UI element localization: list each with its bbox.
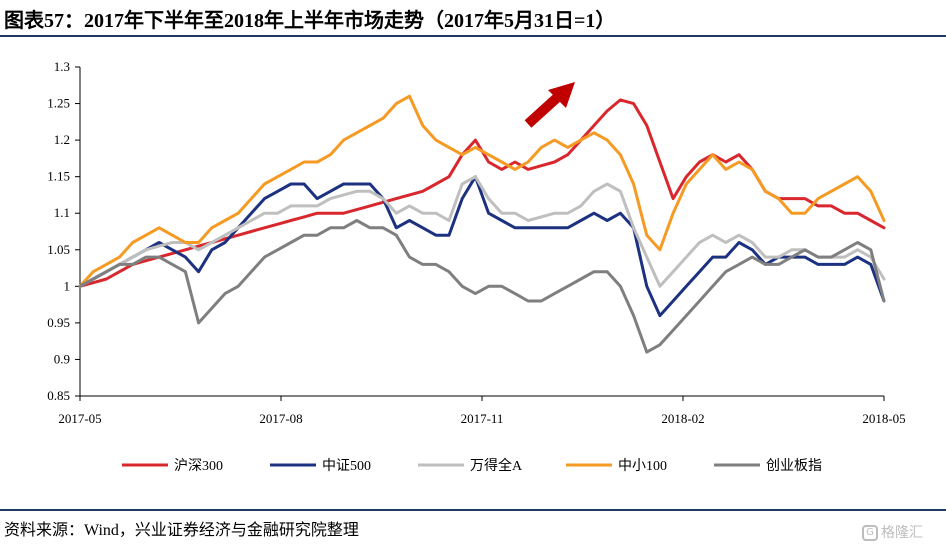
legend-label: 创业板指 xyxy=(766,458,822,474)
chart-axes: 0.85 0.9 0.95 1 1.05 1.1 1.15 1.2 1.25 1.3 2017-05… xyxy=(47,59,905,426)
y-tick-label: 1.3 xyxy=(54,59,70,74)
y-tick-label: 1.15 xyxy=(47,169,70,184)
watermark-text: 格隆汇 xyxy=(881,525,923,541)
x-tick-label: 2018-02 xyxy=(661,411,704,426)
watermark: G 格隆汇 xyxy=(862,522,923,542)
series-line-5 xyxy=(78,219,886,354)
x-tick-label: 2018-05 xyxy=(862,411,905,426)
trend-arrow xyxy=(524,82,575,128)
arrow-shaft xyxy=(524,91,564,128)
x-tick-label: 2017-11 xyxy=(461,411,504,426)
source-note: 资料来源：Wind，兴业证券经济与金融研究院整理 xyxy=(4,522,359,539)
x-tick-label: 2017-08 xyxy=(259,411,302,426)
legend-label: 中小100 xyxy=(618,458,667,474)
y-tick-label: 1.1 xyxy=(54,205,70,220)
title-divider xyxy=(0,35,946,37)
chart-title: 图表57：2017年下半年至2018年上半年市场走势（2017年5月31日=1） xyxy=(4,10,616,32)
legend-label: 万得全A xyxy=(470,457,523,474)
y-tick-label: 1.25 xyxy=(47,96,70,111)
legend-label: 沪深300 xyxy=(174,458,223,474)
chart-legend: 沪深300 中证500 万得全A 中小100 创业板指 xyxy=(122,457,822,474)
x-tick-label: 2017-05 xyxy=(58,411,101,426)
chart-series xyxy=(78,94,886,354)
y-tick-label: 0.85 xyxy=(47,388,70,403)
series-line-4 xyxy=(78,94,886,288)
series-line-2 xyxy=(78,175,886,318)
source-divider xyxy=(0,509,946,511)
y-tick-label: 1.05 xyxy=(47,242,70,257)
watermark-logo-icon: G xyxy=(862,525,878,541)
y-tick-label: 0.9 xyxy=(54,351,70,366)
line-chart: 0.85 0.9 0.95 1 1.05 1.1 1.15 1.2 1.25 1.3 2017-05… xyxy=(47,59,905,474)
y-tick-label: 1 xyxy=(64,278,71,293)
arrow-head xyxy=(548,82,575,108)
y-tick-label: 0.95 xyxy=(47,315,70,330)
y-tick-label: 1.2 xyxy=(54,132,70,147)
legend-label: 中证500 xyxy=(322,458,371,474)
series-line-3 xyxy=(78,175,886,288)
